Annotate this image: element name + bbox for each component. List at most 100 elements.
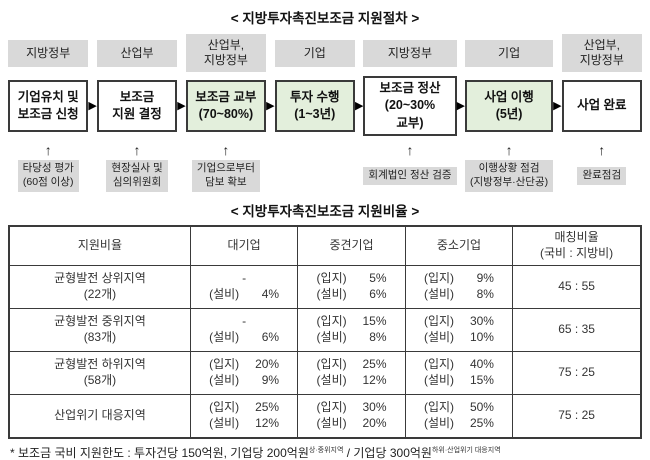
value-cell: (입지) 5% (설비) 6% xyxy=(297,265,406,309)
value-line: (설비) 4% xyxy=(209,287,279,303)
actor-label: 산업부, xyxy=(207,38,245,52)
value-line: - xyxy=(242,271,247,286)
up-arrow-icon: ↑ xyxy=(133,142,141,158)
value-percent: 50% xyxy=(469,400,494,415)
actor-box: 산업부 xyxy=(96,39,178,67)
footnote: * 보조금 국비 지원한도 : 투자건당 150억원, 기업당 200억원상·중… xyxy=(8,446,642,460)
value-line: (입지) 25% xyxy=(317,357,387,373)
value-percent: 4% xyxy=(261,287,280,301)
value-lines: (입지) 9% (설비) 8% xyxy=(424,271,494,302)
value-cell: - (설비) 6% xyxy=(189,308,299,352)
value-percent: 5% xyxy=(369,271,387,286)
value-percent: 8% xyxy=(369,330,387,344)
table-header-cell: 대기업 xyxy=(189,225,299,266)
table-row: 균형발전 상위지역 (22개) - (설비) 4% (입지) 5% (설비) 6% (입지) 9%(… xyxy=(8,265,642,309)
matching-ratio-cell: 75 : 25 xyxy=(512,351,642,395)
value-cell: - (설비) 4% xyxy=(189,265,299,309)
value-label: (설비) xyxy=(423,330,455,344)
value-percent: 30% xyxy=(469,314,494,329)
value-line: (입지) 5% xyxy=(317,271,387,287)
note-box: 완료점검 xyxy=(577,167,627,185)
value-percent: 8% xyxy=(476,287,494,301)
footnote-text: * 보조금 국비 지원한도 : 투자건당 150억원, 기업당 200억원 xyxy=(10,446,309,460)
actor-box: 산업부, 지방정부 xyxy=(185,34,267,72)
region-cell: 균형발전 상위지역 (22개) xyxy=(8,265,191,309)
value-line: (설비) 12% xyxy=(209,416,279,432)
actor-box: 산업부, 지방정부 xyxy=(561,34,642,72)
region-label: (83개) xyxy=(83,330,117,344)
value-cell: (입지) 25% (설비) 12% xyxy=(189,394,299,439)
value-lines: - (설비) 6% xyxy=(209,314,279,345)
value-lines: (입지) 25% (설비) 12% xyxy=(209,400,279,431)
value-percent: 40% xyxy=(469,357,494,372)
value-lines: - (설비) 4% xyxy=(209,271,279,302)
actor-label: 지방정부 xyxy=(579,53,624,67)
value-lines: (입지) 30% (설비) 20% xyxy=(317,400,387,431)
value-cell: (입지) 50% (설비) 25% xyxy=(404,394,514,439)
note-box: 기업으로부터 담보 확보 xyxy=(191,160,260,192)
region-label: 균형발전 하위지역 xyxy=(54,357,146,372)
value-percent: 15% xyxy=(362,314,387,329)
value-line: (설비) 8% xyxy=(317,330,387,346)
value-label: (입지) xyxy=(423,400,455,415)
note-box: 현장실사 및 심의위원회 xyxy=(106,160,168,192)
region-label: 균형발전 상위지역 xyxy=(54,271,146,286)
value-label: (설비) xyxy=(423,287,455,301)
value-line: (설비) 10% xyxy=(424,330,494,346)
table-header-row: 지원비율 대기업 중견기업 중소기업 매칭비율 (국비 : 지방비) xyxy=(8,225,642,266)
process-step-label: 투자 수행 xyxy=(290,89,340,104)
process-step-label: 교부) xyxy=(396,115,424,130)
value-label: (입지) xyxy=(209,357,240,372)
value-line: (설비) 9% xyxy=(209,373,279,389)
value-line: (입지) 30% xyxy=(317,400,387,416)
process-step-label: 보조금 신청 xyxy=(17,107,79,121)
process-step-box: 기업유치 및 보조금 신청 xyxy=(8,80,89,132)
value-line: (설비) 12% xyxy=(317,373,387,389)
value-percent: 25% xyxy=(255,400,280,415)
note-box: 회계법인 정산 검증 xyxy=(363,167,457,185)
value-line: (설비) 6% xyxy=(317,287,387,303)
footnote-text: / 기업당 300억원 xyxy=(343,446,432,460)
value-line: (입지) 25% xyxy=(209,400,279,416)
value-lines: (입지) 30% (설비) 10% xyxy=(424,314,494,345)
value-percent: 20% xyxy=(362,416,387,430)
value-label: (설비) xyxy=(209,287,240,301)
value-label: (설비) xyxy=(209,416,240,430)
table-row: 산업위기 대응지역 (입지) 25% (설비) 12% (입지) 30% (설비) 20% (입지… xyxy=(8,394,642,439)
value-line: (입지) 15% xyxy=(317,314,387,330)
value-label: (입지) xyxy=(209,400,240,415)
value-label: (설비) xyxy=(316,287,347,301)
value-label: (설비) xyxy=(423,416,455,430)
ratio-section-title: < 지방투자촉진보조금 지원비율 > xyxy=(230,204,420,219)
value-label: (입지) xyxy=(316,357,347,372)
process-step-box: 보조금 교부 (70~80%) xyxy=(185,80,267,132)
matching-ratio-cell: 45 : 55 xyxy=(512,265,642,309)
table-header-cell: 중견기업 xyxy=(297,225,406,266)
actor-label: 기업 xyxy=(498,45,521,60)
region-label: 산업위기 대응지역 xyxy=(54,408,146,423)
actor-label: 지방정부 xyxy=(26,45,71,60)
value-label: (입지) xyxy=(423,357,455,372)
process-step-label: 사업 완료 xyxy=(577,98,627,113)
value-percent: 12% xyxy=(255,416,280,430)
value-label: (입지) xyxy=(316,400,347,415)
note-label: 기업으로부터 xyxy=(196,162,255,175)
value-percent: 9% xyxy=(261,373,280,387)
value-label: (설비) xyxy=(209,330,240,344)
table-body: 균형발전 상위지역 (22개) - (설비) 4% (입지) 5% (설비) 6% (입지) 9%(… xyxy=(8,265,642,439)
note-label: 타당성 평가 xyxy=(22,162,74,175)
process-step-label: 보조금 정산 xyxy=(379,80,441,95)
value-percent: 10% xyxy=(469,330,494,344)
process-step-box: 투자 수행 (1~3년) xyxy=(274,80,355,132)
value-cell: (입지) 30% (설비) 20% xyxy=(297,394,406,439)
actor-label: 산업부 xyxy=(120,45,154,60)
value-percent: 25% xyxy=(469,416,494,430)
value-percent: 25% xyxy=(362,357,387,372)
flow-arrow-icon: ▶ xyxy=(177,99,186,112)
value-cell: (입지) 25% (설비) 12% xyxy=(297,351,406,395)
process-step-label: 보조금 교부 xyxy=(195,89,257,104)
value-lines: (입지) 50% (설비) 25% xyxy=(424,400,494,431)
support-ratio-table: 지원비율 대기업 중견기업 중소기업 매칭비율 (국비 : 지방비) 균형발전 상위지역(… xyxy=(8,225,642,439)
note-label: (60점 이상) xyxy=(22,176,74,188)
value-percent: 20% xyxy=(255,357,280,372)
